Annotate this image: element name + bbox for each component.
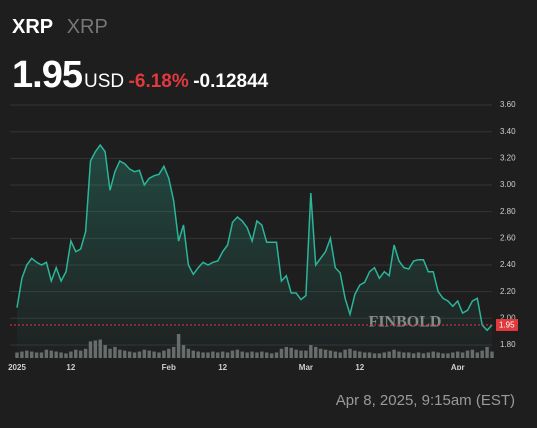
area: [17, 145, 492, 359]
y-tick-label: 1.80: [500, 340, 516, 349]
change-percent: -6.18%: [128, 71, 189, 92]
y-tick-label: 2.60: [500, 233, 516, 242]
y-tick-label: 3.60: [500, 100, 516, 109]
x-tick-label: 2025: [8, 363, 26, 370]
x-tick-label: Mar: [299, 363, 313, 370]
y-tick-label: 2.40: [500, 260, 516, 269]
watermark: FINBOLD: [369, 314, 442, 331]
y-tick-label: 3.20: [500, 153, 516, 162]
x-tick-label: Apr: [451, 363, 465, 370]
timestamp: Apr 8, 2025, 9:15am (EST): [335, 392, 515, 409]
price: 1.95: [12, 54, 83, 96]
chart: 1.80 2.00 2.20 2.40 2.60 2.80 3.00 3.20 3.40 3.60…: [8, 100, 518, 370]
price-line: [16, 143, 493, 332]
symbol: XRP: [12, 16, 54, 38]
x-tick-label: 12: [355, 363, 364, 370]
price-tag: [496, 318, 518, 331]
x-tick-label: Feb: [162, 363, 176, 370]
price-tag-label: 1.95: [499, 321, 515, 330]
asset-name: XRP: [66, 16, 108, 38]
currency: USD: [83, 71, 125, 92]
x-tick-label: 12: [66, 363, 75, 370]
change: -0.12844: [193, 71, 269, 92]
y-tick-label: 2.20: [500, 287, 516, 296]
symbol-row: XRP XRP: [12, 16, 108, 39]
x-tick-label: 12: [218, 363, 227, 370]
y-tick-label: 2.80: [500, 207, 516, 216]
y-tick-label: 2.00: [500, 313, 516, 322]
y-tick-label: 3.00: [500, 180, 516, 189]
y-tick-label: 3.40: [500, 127, 516, 136]
price-row: 1.95 USD -6.18% -0.12844: [12, 54, 268, 97]
